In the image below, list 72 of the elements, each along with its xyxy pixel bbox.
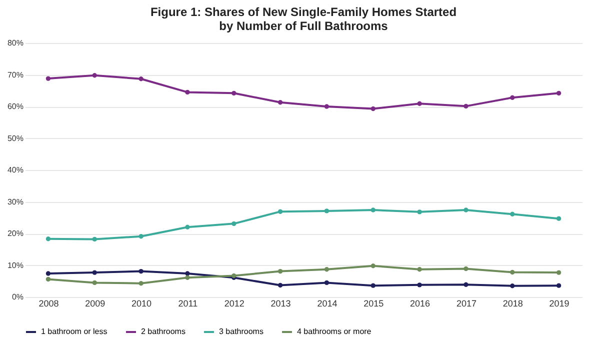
point bbox=[138, 281, 144, 286]
point bbox=[417, 267, 422, 272]
point bbox=[370, 106, 376, 112]
legend-label: 2 bathrooms bbox=[141, 327, 186, 336]
y-tick-label: 30% bbox=[7, 197, 24, 206]
x-tick-label: 2010 bbox=[132, 298, 152, 308]
point bbox=[510, 284, 515, 288]
x-tick-label: 2019 bbox=[549, 298, 570, 308]
point bbox=[556, 216, 562, 221]
point bbox=[185, 90, 190, 95]
x-tick-label: 2011 bbox=[178, 298, 198, 308]
point bbox=[278, 282, 283, 288]
point bbox=[324, 280, 330, 286]
point bbox=[46, 236, 51, 242]
point bbox=[556, 283, 562, 288]
y-tick-label: 20% bbox=[7, 229, 24, 238]
point bbox=[92, 280, 97, 286]
legend-label: 4 bathrooms or more bbox=[297, 327, 372, 336]
point bbox=[370, 283, 376, 288]
y-tick-label: 40% bbox=[7, 166, 24, 174]
point bbox=[324, 104, 330, 109]
point bbox=[417, 282, 422, 288]
point bbox=[510, 270, 515, 275]
point bbox=[510, 95, 515, 100]
x-tick-label: 2012 bbox=[224, 298, 244, 308]
x-tick-label: 2015 bbox=[364, 298, 384, 308]
x-tick-label: 2013 bbox=[270, 298, 291, 308]
point bbox=[46, 276, 51, 282]
y-tick-label: 70% bbox=[7, 70, 24, 80]
y-tick-label: 0% bbox=[12, 292, 24, 302]
point bbox=[185, 224, 190, 230]
point bbox=[232, 221, 236, 226]
point bbox=[278, 209, 283, 214]
y-tick-label: 50% bbox=[7, 134, 24, 143]
chart-title: Figure 1: Shares of New Single-Family Homes Started by Number of Full Bathrooms bbox=[150, 5, 457, 33]
y-tick-label: 10% bbox=[7, 260, 24, 270]
point bbox=[464, 266, 468, 272]
point bbox=[417, 210, 422, 214]
point bbox=[324, 208, 330, 214]
point bbox=[324, 267, 330, 272]
y-tick-label: 60% bbox=[7, 102, 24, 111]
point bbox=[138, 234, 144, 239]
point bbox=[92, 73, 97, 78]
point bbox=[92, 270, 97, 275]
point bbox=[464, 208, 468, 212]
point bbox=[556, 90, 562, 96]
point bbox=[278, 100, 283, 105]
point bbox=[185, 271, 190, 276]
point bbox=[370, 264, 376, 268]
point bbox=[185, 275, 190, 280]
point bbox=[370, 208, 376, 212]
point bbox=[138, 76, 144, 82]
x-tick-label: 2008 bbox=[38, 298, 59, 308]
point bbox=[556, 270, 562, 275]
point bbox=[232, 90, 236, 96]
point bbox=[46, 76, 51, 81]
x-tick-label: 2016 bbox=[410, 298, 430, 308]
point bbox=[510, 212, 515, 216]
point bbox=[46, 271, 51, 276]
point bbox=[464, 104, 468, 109]
point bbox=[138, 268, 144, 274]
x-tick-label: 2018 bbox=[502, 298, 523, 308]
point bbox=[92, 236, 97, 242]
y-tick-label: 80% bbox=[7, 38, 24, 48]
x-tick-label: 2009 bbox=[85, 298, 106, 308]
point bbox=[278, 268, 283, 274]
x-tick-label: 2014 bbox=[317, 298, 338, 308]
point bbox=[464, 282, 468, 287]
x-tick-label: 2017 bbox=[456, 298, 476, 308]
point bbox=[417, 101, 422, 106]
legend-label: 3 bathrooms bbox=[219, 327, 264, 336]
legend-label: 1 bathroom or less bbox=[41, 327, 108, 336]
